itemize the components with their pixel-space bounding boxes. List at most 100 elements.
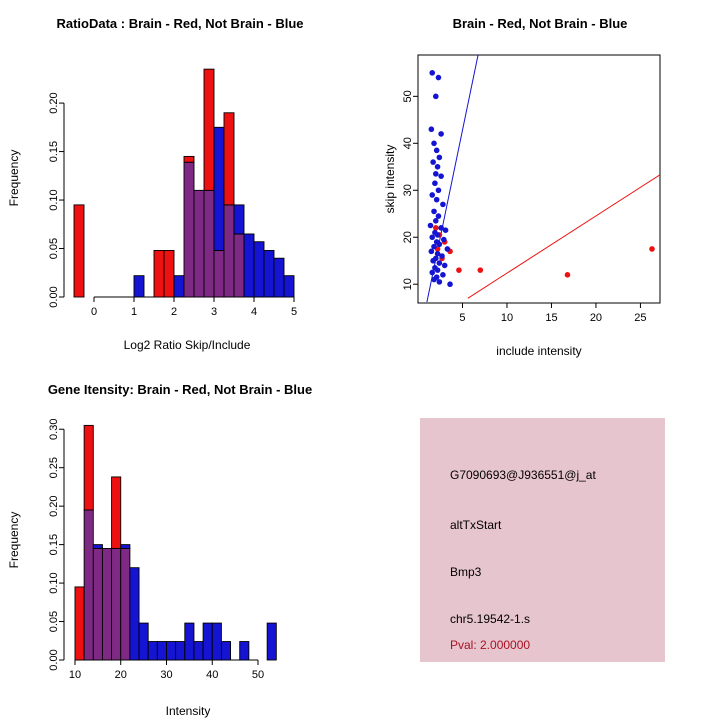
y-tick-label: 0.00 [48, 649, 60, 670]
blue-point [429, 234, 436, 241]
y-tick-label: 50 [402, 90, 414, 102]
intensity-scatter-plot: 5 10 15 20 25 10 20 30 40 50 [402, 54, 661, 324]
x-tick-label: 20 [590, 312, 602, 324]
hist-bar [183, 161, 195, 298]
hist-bar [203, 68, 215, 191]
hist-bar [101, 548, 113, 661]
blue-point [431, 243, 437, 250]
hist-bar [147, 641, 158, 661]
hist-bar [73, 204, 85, 298]
blue-point [429, 269, 436, 276]
hist-bar [213, 126, 225, 251]
y-tick-label: 30 [402, 184, 414, 196]
hist-bar [163, 250, 175, 298]
x-tick-label: 5 [459, 312, 465, 324]
y-tick-label: 0.00 [48, 286, 60, 307]
hist-bar [83, 424, 94, 511]
blue-point [432, 218, 439, 224]
hist-bar [175, 641, 186, 661]
pvalue-text: Pval: 2.000000 [450, 638, 531, 652]
blue-point [432, 171, 439, 177]
gene-histogram-plot: 10 20 30 40 50 0.00 0.05 0.10 0.15 0.20 0.25 0.30 [48, 419, 277, 681]
event-type-text: altTxStart [450, 518, 502, 532]
blue-point [430, 257, 436, 264]
hist-bar [239, 641, 250, 661]
ratio-y-axis-title: Frequency [7, 149, 21, 207]
blue-point [435, 213, 442, 219]
hist-bar [120, 548, 131, 661]
x-tick-label: 10 [69, 669, 81, 681]
blue-point [431, 140, 437, 147]
hist-bar [263, 250, 275, 298]
red-point [477, 267, 484, 273]
y-tick-label: 0.10 [48, 189, 60, 210]
ratio-chart-title: RatioData : Brain - Red, Not Brain - Blu… [56, 16, 304, 31]
hist-bar [233, 204, 245, 235]
hist-bar [129, 567, 140, 661]
hist-bar [220, 641, 232, 661]
hist-bar [156, 641, 167, 661]
blue-point [434, 267, 441, 273]
blue-point [436, 260, 443, 266]
hist-bar [74, 586, 85, 661]
y-tick-label: 10 [402, 278, 414, 290]
blue-point [431, 208, 437, 215]
x-tick-label: 25 [634, 312, 646, 324]
blue-point [433, 196, 440, 203]
blue-point [447, 281, 453, 288]
y-tick-label: 0.20 [48, 495, 60, 516]
hist-bar [166, 641, 177, 661]
hist-bar [223, 112, 235, 206]
blue-point [440, 201, 446, 208]
blue-point [444, 246, 451, 252]
blue-point [427, 222, 434, 229]
y-tick-label: 0.10 [48, 572, 60, 593]
blue-point [432, 93, 439, 100]
ratio-histogram-plot: 0 1 2 3 4 5 0.00 0.05 0.10 0.15 0.20 [48, 68, 297, 318]
x-tick-label: 30 [160, 669, 172, 681]
blue-point [436, 279, 443, 285]
red-fit-line [467, 174, 660, 299]
red-point [649, 246, 655, 252]
x-tick-label: 50 [252, 669, 264, 681]
location-text: chr5.19542-1.s [450, 612, 531, 626]
gene-x-axis-title: Intensity [165, 704, 211, 718]
hist-bar [111, 548, 122, 661]
gene-y-axis-title: Frequency [7, 511, 21, 569]
x-tick-label: 0 [91, 306, 97, 318]
blue-point [441, 262, 448, 269]
scatter-x-axis-title: include intensity [496, 344, 582, 358]
y-tick-label: 0.20 [48, 92, 60, 113]
panel-intensity-scatter: Brain - Red, Not Brain - Blue 5 10 15 20 25 1… [360, 0, 720, 360]
hist-bar [211, 622, 222, 661]
y-tick-label: 0.30 [48, 419, 60, 440]
hist-bar [92, 544, 103, 549]
blue-point [436, 241, 443, 248]
event-info-box: G7090693@J936551@j_at altTxStart Bmp3 ch… [420, 418, 665, 662]
x-tick-label: 15 [545, 312, 557, 324]
y-tick-label: 20 [402, 231, 414, 243]
probe-id-text: G7090693@J936551@j_at [450, 468, 596, 482]
fit-lines [426, 55, 660, 303]
hist-bar [202, 622, 213, 661]
blue-point [440, 272, 446, 278]
blue-point [442, 227, 449, 233]
hist-bar [183, 155, 195, 163]
x-tick-label: 2 [171, 306, 177, 318]
panel-event-info: G7090693@J936551@j_at altTxStart Bmp3 ch… [360, 360, 720, 720]
gene-name-text: Bmp3 [450, 565, 482, 579]
hist-bar [92, 548, 103, 661]
blue-point [434, 232, 441, 238]
hist-bar [193, 641, 204, 661]
hist-bar [253, 241, 265, 298]
ratio-x-axis-title: Log2 Ratio Skip/Include [123, 338, 251, 352]
y-tick-label: 0.25 [48, 457, 60, 478]
blue-point [438, 131, 444, 137]
hist-bar [243, 233, 255, 298]
hist-bar [133, 275, 145, 298]
x-tick-label: 20 [115, 669, 127, 681]
y-tick-label: 0.05 [48, 238, 60, 259]
x-tick-label: 40 [206, 669, 218, 681]
y-tick-label: 0.05 [48, 611, 60, 632]
blue-point [434, 163, 441, 170]
